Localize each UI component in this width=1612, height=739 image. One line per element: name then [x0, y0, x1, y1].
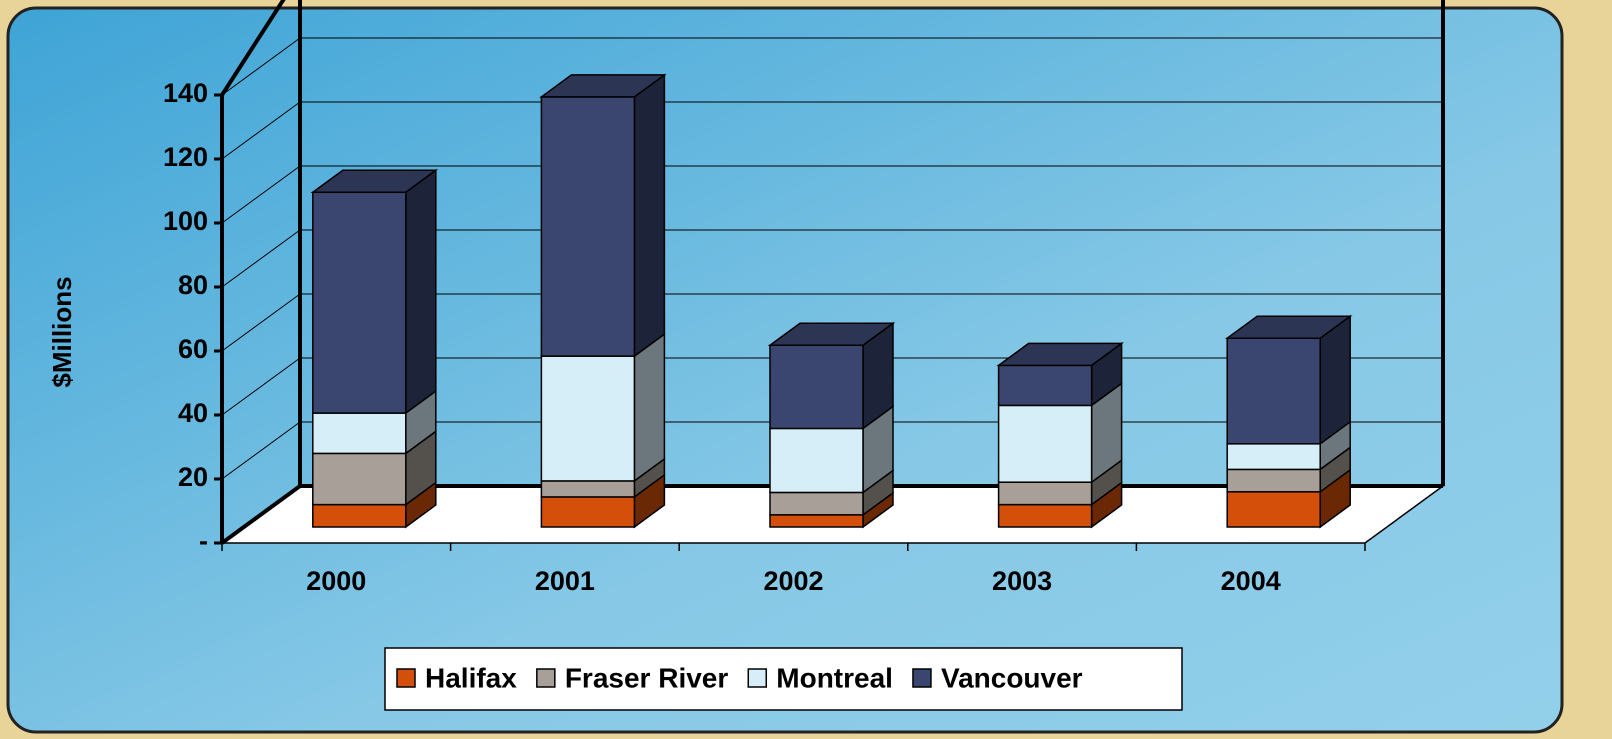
y-tick-label: - — [199, 526, 208, 556]
bar — [312, 503, 407, 528]
grid-line — [221, 229, 301, 288]
x-tick-label: 2001 — [535, 566, 595, 596]
bar — [1226, 491, 1321, 528]
legend-label: Halifax — [425, 662, 517, 693]
bar — [540, 480, 636, 498]
grid-line — [221, 101, 301, 160]
x-tick-label: 2003 — [992, 566, 1052, 596]
y-tick-label: 80 — [178, 270, 208, 300]
legend-swatch — [912, 668, 932, 688]
y-tick-label: 120 — [163, 142, 208, 172]
bar-top — [310, 169, 439, 194]
bar — [540, 496, 636, 528]
bar — [540, 355, 636, 482]
legend-box — [384, 647, 1183, 711]
bar — [1226, 443, 1321, 471]
grid-line — [221, 165, 301, 224]
wall-edge — [298, 0, 1445, 486]
x-tick-label: 2004 — [1221, 566, 1281, 596]
legend-swatch — [536, 668, 556, 688]
legend-label: Montreal — [776, 662, 893, 693]
y-tick-label: 140 — [163, 78, 208, 108]
x-axis — [220, 484, 302, 545]
y-tick-label: 20 — [178, 462, 208, 492]
bar-side — [633, 73, 666, 358]
bar — [1226, 337, 1321, 445]
grid-line — [221, 37, 301, 96]
y-axis — [220, 0, 286, 543]
bar — [769, 344, 864, 430]
bar-side — [633, 332, 666, 483]
legend-label: Fraser River — [565, 662, 729, 693]
bar — [312, 191, 407, 414]
legend: Halifax Fraser River Montreal Vancouver — [396, 662, 1083, 693]
bar — [997, 404, 1093, 483]
grid-line — [221, 357, 301, 416]
grid-line — [221, 421, 301, 480]
bar — [997, 503, 1093, 528]
bar-top — [1224, 315, 1353, 339]
y-tick-label: 60 — [178, 334, 208, 364]
bar — [1226, 468, 1321, 493]
bar — [769, 427, 864, 494]
bar — [312, 452, 407, 506]
legend-swatch — [747, 668, 768, 688]
bar-side — [405, 168, 437, 415]
bar — [997, 364, 1093, 407]
bar — [769, 514, 864, 528]
y-axis-title: $Millions — [47, 276, 77, 387]
marks: 2000 2001 2002 2003 2004 — [306, 73, 1353, 596]
bar-top — [996, 342, 1124, 367]
bar-top — [767, 322, 896, 346]
y-tick-label: 40 — [178, 398, 208, 428]
grid-line — [221, 293, 301, 352]
bar — [997, 481, 1093, 506]
bar — [540, 96, 636, 357]
bar — [769, 491, 864, 516]
x-tick-label: 2002 — [763, 566, 823, 596]
x-tick-label: 2000 — [306, 566, 366, 596]
bar-top — [539, 74, 667, 98]
y-tick-label: 100 — [163, 206, 208, 236]
legend-label: Vancouver — [941, 662, 1083, 693]
legend-swatch — [396, 668, 416, 688]
bar — [312, 412, 407, 455]
